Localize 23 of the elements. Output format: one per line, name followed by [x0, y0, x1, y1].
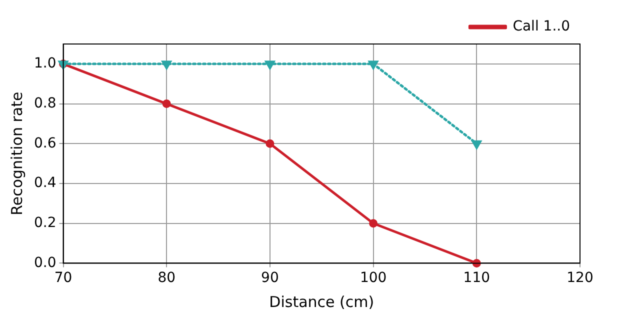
- point: [162, 100, 171, 108]
- point: [368, 60, 378, 70]
- point: [266, 139, 274, 148]
- y-tick-label: 0.0: [34, 254, 56, 271]
- y-tick-label: 0.8: [34, 95, 56, 112]
- x-tick-label: 90: [261, 270, 279, 286]
- y-tick-label: 0.4: [34, 175, 56, 192]
- x-tick-label: 120: [566, 270, 594, 286]
- point: [162, 60, 172, 70]
- x-tick-label: 70: [54, 270, 72, 286]
- x-tick-label: 80: [158, 270, 176, 286]
- y-tick-label: 0.2: [34, 214, 56, 231]
- point: [472, 140, 482, 149]
- point: [472, 258, 481, 268]
- point: [369, 219, 378, 228]
- legend-label: Call 1..0: [512, 18, 570, 35]
- x-tick-label: 100: [360, 270, 387, 286]
- y-tick-label: 0.6: [34, 135, 56, 152]
- point: [265, 60, 275, 70]
- x-axis-title: Distance (cm): [269, 292, 374, 311]
- x-tick-label: 110: [463, 270, 490, 286]
- y-axis-title: Recognition rate: [8, 92, 26, 216]
- y-tick-label: 1.0: [34, 56, 56, 72]
